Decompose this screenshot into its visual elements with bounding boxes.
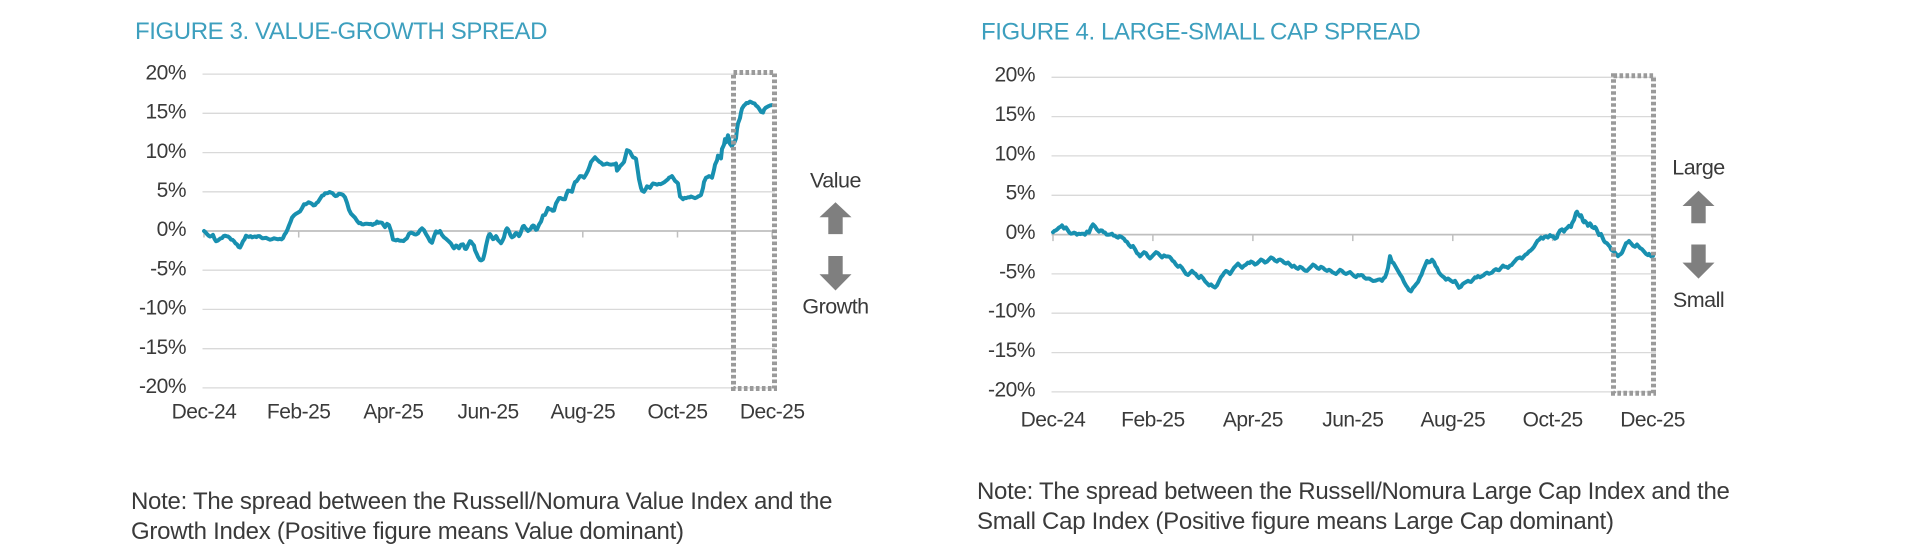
- svg-text:Aug-25: Aug-25: [1420, 409, 1485, 432]
- svg-text:Oct-25: Oct-25: [647, 401, 707, 424]
- svg-text:Feb-25: Feb-25: [267, 401, 331, 424]
- svg-text:Large: Large: [1672, 156, 1725, 180]
- svg-text:20%: 20%: [145, 61, 186, 84]
- svg-text:15%: 15%: [994, 103, 1035, 126]
- svg-text:15%: 15%: [145, 101, 186, 124]
- svg-text:-15%: -15%: [139, 336, 186, 359]
- svg-text:-15%: -15%: [988, 339, 1035, 362]
- svg-text:Note: The spread between the R: Note: The spread between the Russell/Nom…: [977, 478, 1730, 505]
- svg-text:Jun-25: Jun-25: [1322, 409, 1383, 432]
- svg-text:-10%: -10%: [988, 300, 1035, 323]
- svg-text:Jun-25: Jun-25: [457, 401, 518, 424]
- svg-text:Feb-25: Feb-25: [1121, 409, 1185, 432]
- svg-text:-5%: -5%: [150, 257, 186, 280]
- svg-text:FIGURE 4. LARGE-SMALL CAP SPRE: FIGURE 4. LARGE-SMALL CAP SPREAD: [981, 19, 1420, 46]
- svg-text:Small Cap Index (Positive figu: Small Cap Index (Positive figure means L…: [977, 508, 1614, 535]
- svg-text:5%: 5%: [157, 179, 186, 202]
- svg-text:Oct-25: Oct-25: [1523, 409, 1583, 432]
- svg-text:Small: Small: [1673, 288, 1724, 312]
- svg-text:Dec-25: Dec-25: [1620, 409, 1685, 432]
- svg-text:Dec-24: Dec-24: [1021, 409, 1087, 432]
- svg-text:20%: 20%: [994, 64, 1035, 87]
- svg-text:Apr-25: Apr-25: [363, 401, 423, 424]
- svg-text:-10%: -10%: [139, 297, 186, 320]
- svg-text:0%: 0%: [1006, 221, 1035, 244]
- svg-text:0%: 0%: [157, 218, 186, 241]
- svg-text:Dec-25: Dec-25: [740, 401, 805, 424]
- svg-text:10%: 10%: [145, 140, 186, 163]
- svg-text:Aug-25: Aug-25: [550, 401, 615, 424]
- svg-text:-5%: -5%: [999, 260, 1035, 283]
- svg-text:Note: The spread between the R: Note: The spread between the Russell/Nom…: [131, 488, 832, 515]
- svg-text:Growth: Growth: [802, 295, 868, 319]
- svg-text:Value: Value: [810, 169, 861, 193]
- svg-text:Dec-24: Dec-24: [172, 401, 238, 424]
- svg-text:-20%: -20%: [139, 375, 186, 398]
- svg-text:-20%: -20%: [988, 378, 1035, 401]
- svg-text:FIGURE 3. VALUE-GROWTH SPREAD: FIGURE 3. VALUE-GROWTH SPREAD: [135, 18, 547, 45]
- svg-text:Growth Index (Positive figure: Growth Index (Positive figure means Valu…: [131, 518, 684, 545]
- svg-text:Apr-25: Apr-25: [1223, 409, 1283, 432]
- svg-text:10%: 10%: [994, 142, 1035, 165]
- svg-text:5%: 5%: [1006, 182, 1035, 205]
